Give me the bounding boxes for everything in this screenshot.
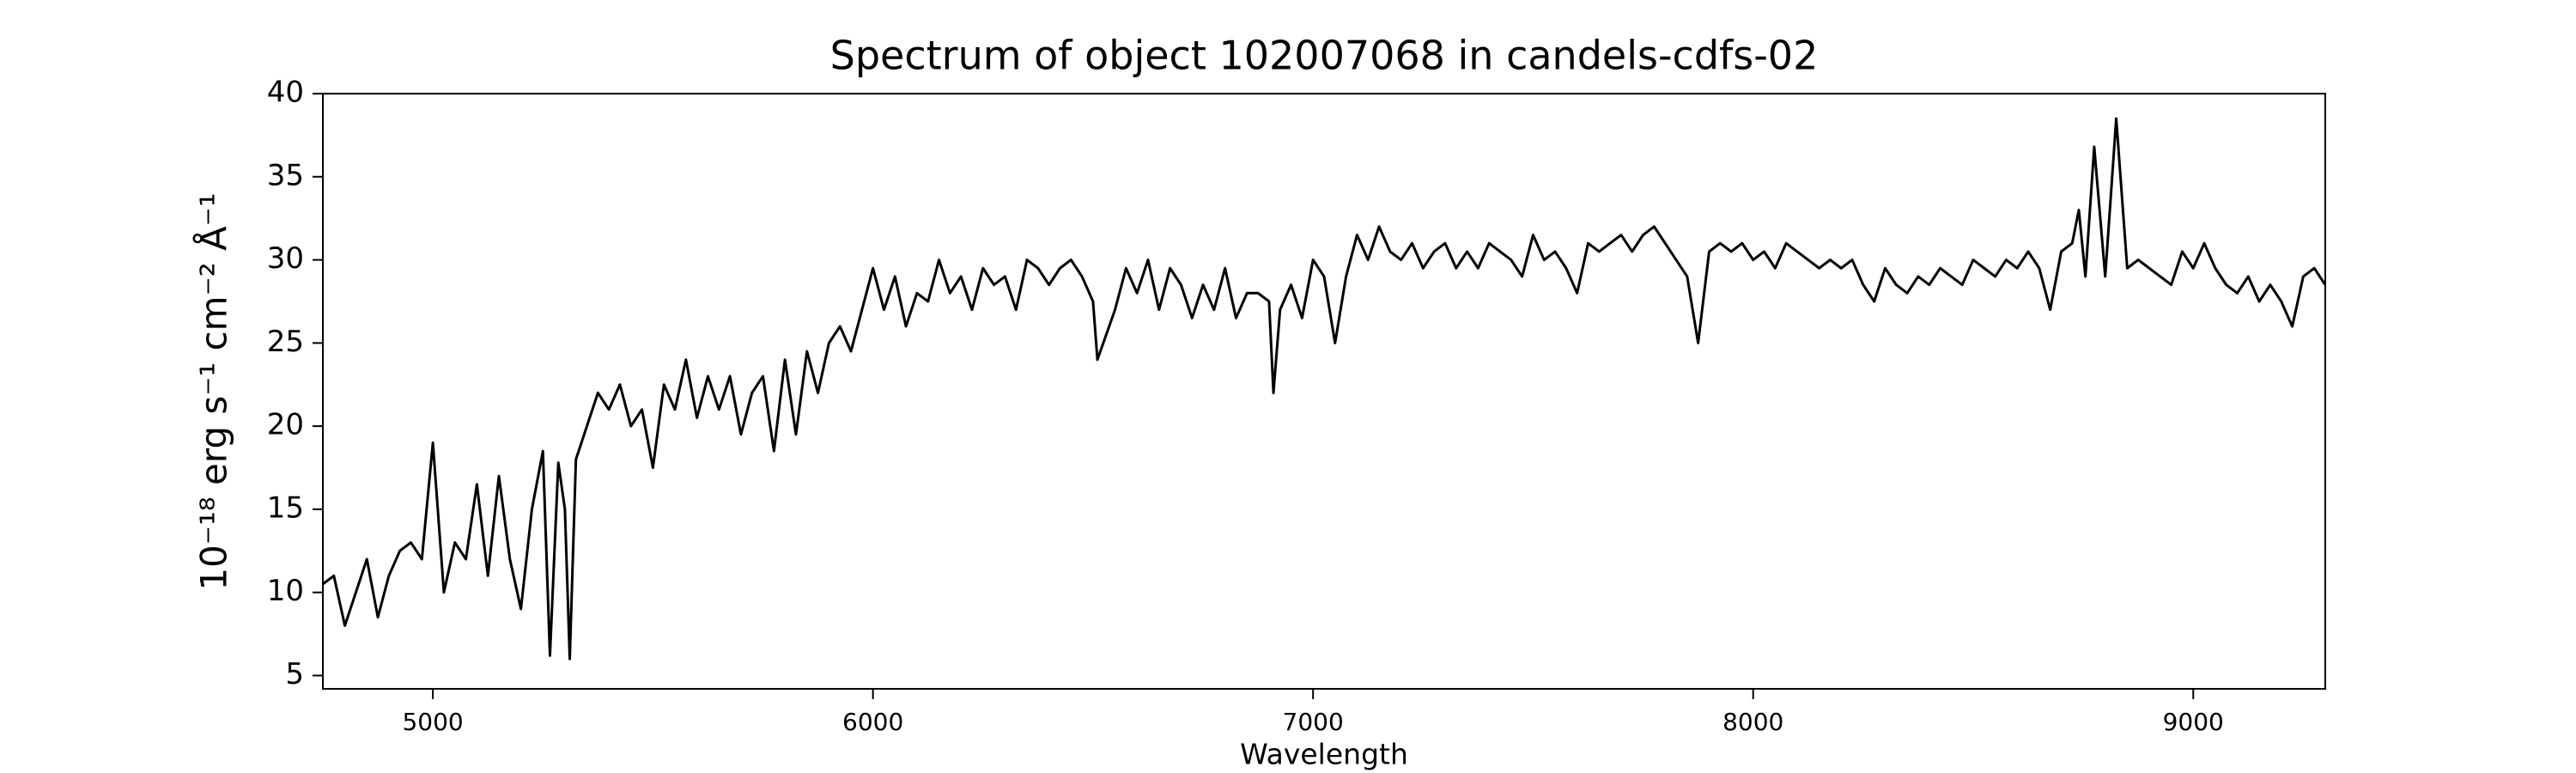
- y-tick-label: 5: [285, 657, 304, 691]
- plot-frame: [322, 93, 2326, 690]
- spectrum-line: [322, 117, 2327, 660]
- y-tick-label: 15: [267, 490, 304, 525]
- y-tick-label: 25: [267, 325, 304, 359]
- y-tick-label: 35: [267, 158, 304, 192]
- x-axis-label: Wavelength: [1240, 738, 1408, 771]
- x-tick-label: 8000: [1722, 708, 1783, 736]
- x-tick-label: 9000: [2163, 708, 2224, 736]
- y-tick-label: 20: [267, 408, 304, 442]
- chart-title: Spectrum of object 102007068 in candels-…: [830, 33, 1819, 79]
- y-tick-label: 30: [267, 241, 304, 276]
- x-tick-label: 5000: [402, 708, 463, 736]
- y-axis-label: 10⁻¹⁸ erg s⁻¹ cm⁻² Å⁻¹: [192, 192, 235, 590]
- x-tick-label: 7000: [1283, 708, 1344, 736]
- x-tick-label: 6000: [842, 708, 903, 736]
- y-tick-label: 10: [267, 574, 304, 608]
- y-tick-label: 40: [267, 76, 304, 110]
